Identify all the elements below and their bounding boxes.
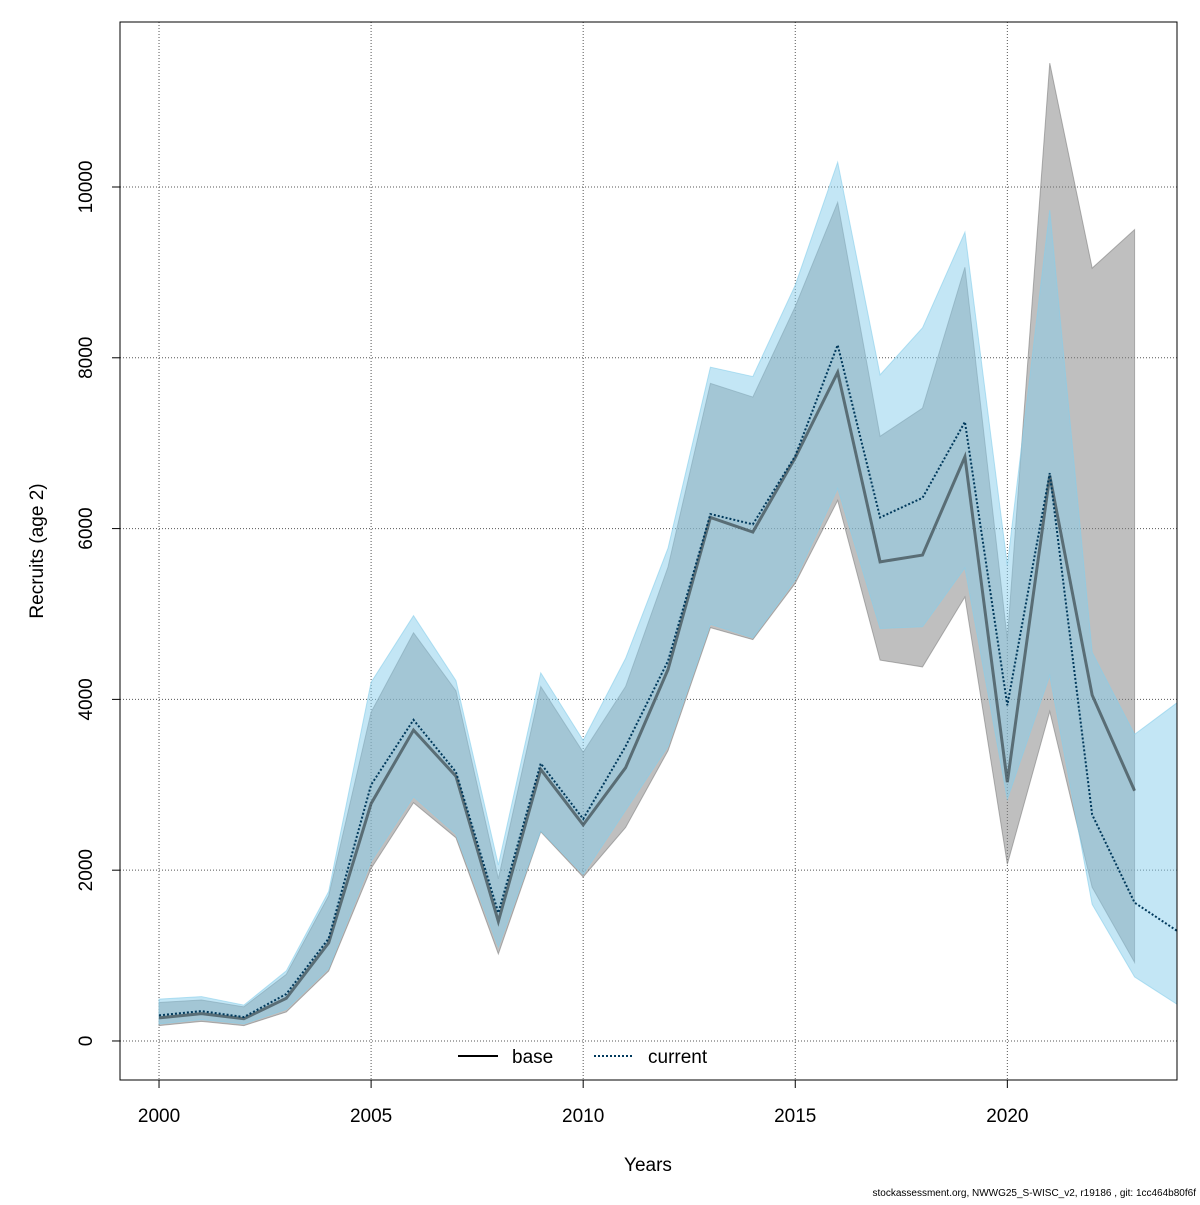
- y-tick-label: 2000: [76, 849, 97, 891]
- x-tick-label: 2015: [774, 1106, 816, 1127]
- x-tick-label: 2010: [562, 1106, 604, 1127]
- x-tick-label: 2005: [350, 1106, 392, 1127]
- x-tick-label: 2000: [138, 1106, 180, 1127]
- y-tick-label: 0: [76, 1036, 97, 1047]
- band-current: [159, 162, 1177, 1024]
- y-axis-label: Recruits (age 2): [27, 483, 48, 618]
- confidence-bands: [159, 63, 1177, 1025]
- x-tick-label: 2020: [986, 1106, 1028, 1127]
- footer-note: stockassessment.org, NWWG25_S-WISC_v2, r…: [873, 1188, 1197, 1199]
- legend-label-current: current: [648, 1047, 708, 1068]
- y-axis: 0 2000 4000 6000 8000 10000: [76, 161, 120, 1047]
- y-tick-label: 6000: [76, 507, 97, 549]
- y-tick-label: 4000: [76, 678, 97, 720]
- legend-label-base: base: [512, 1047, 553, 1068]
- x-axis-label: Years: [624, 1155, 672, 1176]
- y-tick-label: 10000: [76, 161, 97, 214]
- x-axis: 2000 2005 2010 2015 2020: [138, 1080, 1029, 1127]
- y-tick-label: 8000: [76, 337, 97, 379]
